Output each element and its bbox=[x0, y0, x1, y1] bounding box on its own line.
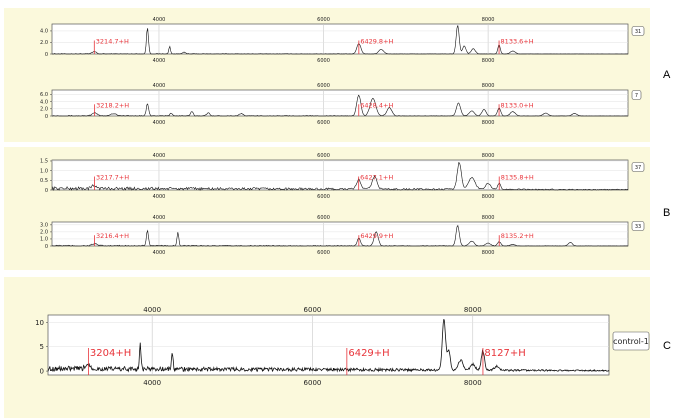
panel-1-bottom-tick-label: 8000 bbox=[482, 58, 495, 64]
panel-2-y-tick-label: 4.0 bbox=[40, 99, 48, 105]
panel-3-sample-tag-box bbox=[631, 162, 645, 172]
panel-label-a: A bbox=[663, 69, 671, 81]
panel-label-c: C bbox=[663, 340, 671, 352]
panel-2-peak-label: 6428.4+H bbox=[360, 101, 393, 109]
panel-2-peak-label: 8133.0+H bbox=[501, 101, 534, 109]
panel-5-y-tick-label: 10 bbox=[35, 319, 44, 327]
panel-4-y-tick-label: 3.0 bbox=[40, 223, 48, 229]
panel-4-bottom-tick-label: 6000 bbox=[317, 250, 330, 256]
panel-5-plot-area bbox=[47, 314, 610, 376]
panel-5-y-tick-label: 5 bbox=[40, 343, 44, 351]
panel-2-y-tick-label: 0 bbox=[45, 114, 48, 120]
panel-5-peak-label: 3204+H bbox=[90, 348, 131, 359]
panel-1-sample-tag-box bbox=[631, 26, 645, 36]
panel-5-bottom-tick-label: 6000 bbox=[304, 379, 322, 387]
panel-5-peak-label: 6429+H bbox=[348, 348, 389, 359]
panel-1-plot-area bbox=[51, 23, 629, 55]
panel-1-y-tick-label: 4.0 bbox=[40, 29, 48, 35]
panel-2-sample-tag: 7 bbox=[635, 93, 638, 99]
panel-5-top-tick-label: 8000 bbox=[464, 306, 482, 314]
panel-1-bottom-tick-label: 4000 bbox=[153, 58, 166, 64]
panel-3-y-tick-label: 0.5 bbox=[40, 178, 48, 184]
panel-4-peak-label: 8135.2+H bbox=[501, 232, 534, 240]
panel-4-peak-label: 3216.4+H bbox=[96, 232, 129, 240]
panel-2-y-tick-label: 2.0 bbox=[40, 107, 48, 113]
panel-3-peak-label: 3217.7+H bbox=[96, 174, 129, 182]
panel-3-peak-label: 8135.8+H bbox=[501, 174, 534, 182]
panel-4-y-tick-label: 0 bbox=[45, 244, 48, 250]
panel-label-b: B bbox=[663, 207, 671, 219]
panel-4-spectrum-trace bbox=[51, 224, 628, 247]
panel-2-plot-area bbox=[51, 89, 629, 117]
panel-5-sample-tag-box bbox=[612, 331, 650, 351]
panel-3-top-tick-label: 4000 bbox=[153, 153, 166, 159]
panel-4-top-tick-label: 4000 bbox=[153, 215, 166, 221]
panel-1-spectrum-trace bbox=[52, 25, 629, 55]
panel-3-y-tick-label: 1.0 bbox=[40, 168, 48, 174]
panel-3-spectrum-trace bbox=[51, 162, 629, 192]
panel-3-y-tick-label: 1.5 bbox=[40, 159, 48, 165]
spectrum-chart-b2: 4000 4000 6000 6000 8000 8000 01.02.03.0 3216.4… bbox=[40, 215, 645, 256]
panel-2-y-tick-label: 6.0 bbox=[40, 92, 48, 98]
panel-3-plot-area bbox=[51, 159, 629, 191]
panel-2-top-tick-label: 8000 bbox=[482, 83, 495, 89]
panel-2-top-tick-label: 6000 bbox=[317, 83, 330, 89]
panel-5-sample-tag: control-1 bbox=[613, 337, 649, 346]
panel-3-bottom-tick-label: 6000 bbox=[317, 194, 330, 200]
panel-2-top-tick-label: 4000 bbox=[153, 83, 166, 89]
panel-2-peak-label: 3218.2+H bbox=[96, 101, 129, 109]
panel-3-y-tick-label: 0 bbox=[45, 188, 48, 194]
panel-1-top-tick-label: 4000 bbox=[153, 17, 166, 23]
panel-4-top-tick-label: 8000 bbox=[482, 215, 495, 221]
panel-5-top-tick-label: 6000 bbox=[304, 306, 322, 314]
panel-1-bottom-tick-label: 6000 bbox=[317, 58, 330, 64]
panel-5-top-tick-label: 4000 bbox=[143, 306, 161, 314]
panel-4-bottom-tick-label: 4000 bbox=[153, 250, 166, 256]
panel-4-top-tick-label: 6000 bbox=[317, 215, 330, 221]
panel-3-peak-label: 6427.1+H bbox=[360, 174, 393, 182]
panel-4-y-tick-label: 1.0 bbox=[40, 237, 48, 243]
panel-5-y-tick-label: 0 bbox=[40, 368, 44, 376]
panel-2-sample-tag-box bbox=[631, 90, 642, 100]
panel-5-peak-label: 8127+H bbox=[484, 348, 525, 359]
panel-2-bottom-tick-label: 8000 bbox=[482, 120, 495, 126]
spectrum-chart-c: 4000 4000 6000 6000 8000 8000 0 5 10 3204+H 6429+H… bbox=[35, 306, 650, 387]
panel-1-sample-tag: 31 bbox=[635, 29, 641, 35]
panel-4-bottom-tick-label: 8000 bbox=[482, 250, 495, 256]
panel-3-sample-tag: 37 bbox=[635, 165, 641, 171]
panel-2-spectrum-trace bbox=[52, 94, 628, 117]
panel-3-top-tick-label: 8000 bbox=[482, 153, 495, 159]
spectrum-chart-b1: 4000 4000 6000 6000 8000 8000 0 0.5 1.0 1.5 3217.7… bbox=[40, 153, 645, 200]
spectrum-chart-a2: 4000 4000 6000 6000 8000 8000 02.0 4.06.0 3218.2… bbox=[40, 83, 642, 126]
panel-5-bottom-tick-label: 8000 bbox=[464, 379, 482, 387]
panel-1-top-tick-label: 6000 bbox=[317, 17, 330, 23]
panel-3-bottom-tick-label: 4000 bbox=[153, 194, 166, 200]
panel-4-sample-tag: 33 bbox=[635, 224, 641, 230]
panel-4-plot-area bbox=[51, 221, 629, 247]
spectrum-chart-a1: 4000 4000 6000 6000 8000 8000 0 2.0 4.0 3214.7+H 6… bbox=[40, 17, 645, 64]
panel-4-peak-label: 6429.9+H bbox=[360, 232, 393, 240]
panel-5-spectrum-trace bbox=[47, 318, 610, 373]
panel-5-bottom-tick-label: 4000 bbox=[143, 379, 161, 387]
panel-1-peak-label: 6429.8+H bbox=[360, 38, 393, 46]
panel-1-y-tick-label: 0 bbox=[45, 52, 48, 58]
panel-1-top-tick-label: 8000 bbox=[482, 17, 495, 23]
panel-3-bottom-tick-label: 8000 bbox=[482, 194, 495, 200]
panel-1-peak-label: 8133.6+H bbox=[501, 38, 534, 46]
panel-2-bottom-tick-label: 4000 bbox=[153, 120, 166, 126]
panel-1-peak-label: 3214.7+H bbox=[96, 38, 129, 46]
panel-1-y-tick-label: 2.0 bbox=[40, 40, 48, 46]
panel-3-top-tick-label: 6000 bbox=[317, 153, 330, 159]
panel-2-bottom-tick-label: 6000 bbox=[317, 120, 330, 126]
panel-4-sample-tag-box bbox=[631, 221, 645, 231]
panel-4-y-tick-label: 2.0 bbox=[40, 230, 48, 236]
